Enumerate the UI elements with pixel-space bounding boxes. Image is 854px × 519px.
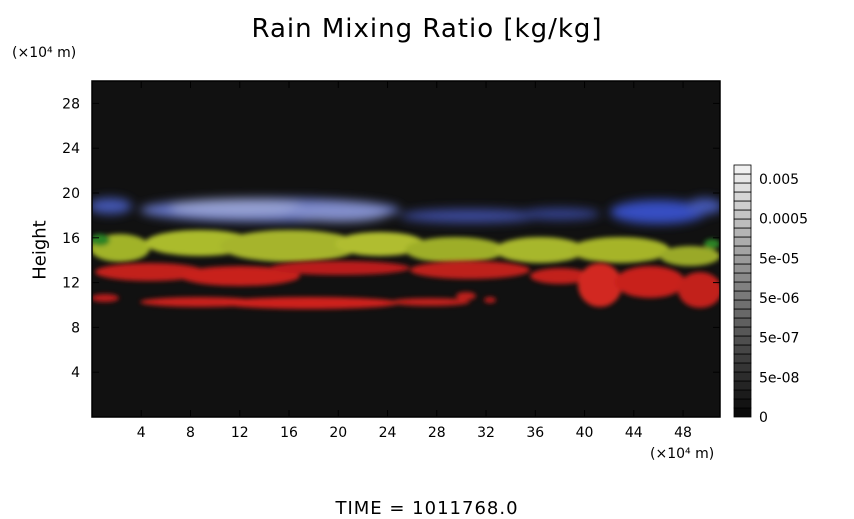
- y-tick-label: 16: [62, 231, 80, 247]
- colorbar-swatch: [733, 191, 752, 202]
- colorbar-swatch: [733, 290, 752, 301]
- colorbar-swatch: [733, 218, 752, 229]
- colorbar-swatch: [733, 380, 752, 391]
- colorbar-swatch: [733, 254, 752, 265]
- x-tick-label: 8: [186, 425, 195, 441]
- colorbar: 0.005 0.0005 5e-05 5e-06 5e-07 5e-08 0: [733, 164, 808, 426]
- x-tick-label: 32: [477, 425, 495, 441]
- colorbar-swatch: [733, 308, 752, 319]
- colorbar-label: 0.0005: [759, 212, 808, 228]
- colorbar-swatch: [733, 389, 752, 400]
- colorbar-label: 5e-07: [759, 331, 799, 347]
- y-axis-unit: (×10⁴ m): [12, 45, 77, 61]
- colorbar-swatch: [733, 173, 752, 184]
- colorbar-label: 5e-08: [759, 370, 799, 386]
- colorbar-swatch: [733, 344, 752, 355]
- x-tick-label: 48: [674, 425, 692, 441]
- x-tick-label: 16: [280, 425, 298, 441]
- x-tick-label: 40: [576, 425, 594, 441]
- y-axis-ticks: 4 8 12 16 20 24 28: [62, 96, 720, 381]
- layer-blue: [92, 198, 720, 224]
- colorbar-swatch: [733, 398, 752, 409]
- colorbar-swatch: [733, 335, 752, 346]
- colorbar-swatch: [733, 236, 752, 247]
- colorbar-swatch: [733, 164, 752, 175]
- time-label: TIME = 1011768.0: [335, 498, 519, 519]
- layer-yellow-green: [92, 230, 720, 266]
- y-tick-label: 4: [71, 365, 80, 381]
- colorbar-label: 5e-06: [759, 291, 799, 307]
- colorbar-swatch: [733, 182, 752, 193]
- layer-red-upper: [95, 261, 720, 308]
- colorbar-swatch: [733, 353, 752, 364]
- layer-red-lower: [92, 292, 496, 309]
- x-tick-label: 28: [428, 425, 446, 441]
- y-tick-label: 12: [62, 276, 80, 292]
- colorbar-label: 0.005: [759, 172, 799, 188]
- colorbar-swatch: [733, 281, 752, 292]
- colorbar-swatch: [733, 362, 752, 373]
- colorbar-swatch: [733, 299, 752, 310]
- y-tick-label: 8: [71, 320, 80, 336]
- x-axis-ticks: 4 8 12 16 20 24 28 32 36 40 44 48: [137, 81, 692, 441]
- y-tick-label: 28: [62, 96, 80, 112]
- x-tick-label: 44: [625, 425, 643, 441]
- colorbar-label: 0: [759, 410, 768, 426]
- colorbar-swatch: [733, 326, 752, 337]
- x-axis-unit: (×10⁴ m): [650, 446, 715, 462]
- x-tick-label: 4: [137, 425, 146, 441]
- plot-frame: [91, 80, 721, 418]
- x-tick-label: 20: [329, 425, 347, 441]
- chart-title: Rain Mixing Ratio [kg/kg]: [251, 14, 603, 44]
- x-tick-label: 12: [231, 425, 249, 441]
- colorbar-swatch: [733, 227, 752, 238]
- colorbar-swatch: [733, 245, 752, 256]
- x-tick-label: 24: [379, 425, 397, 441]
- colorbar-swatch: [733, 200, 752, 211]
- colorbar-swatch: [733, 263, 752, 274]
- colorbar-swatch: [733, 209, 752, 220]
- colorbar-swatch: [733, 317, 752, 328]
- y-tick-label: 20: [62, 186, 80, 202]
- field-layers: [92, 198, 720, 309]
- y-tick-label: 24: [62, 141, 80, 157]
- colorbar-swatch: [733, 272, 752, 283]
- x-tick-label: 36: [526, 425, 544, 441]
- colorbar-swatch: [733, 407, 752, 418]
- colorbar-swatch: [733, 371, 752, 382]
- colorbar-label: 5e-05: [759, 251, 799, 267]
